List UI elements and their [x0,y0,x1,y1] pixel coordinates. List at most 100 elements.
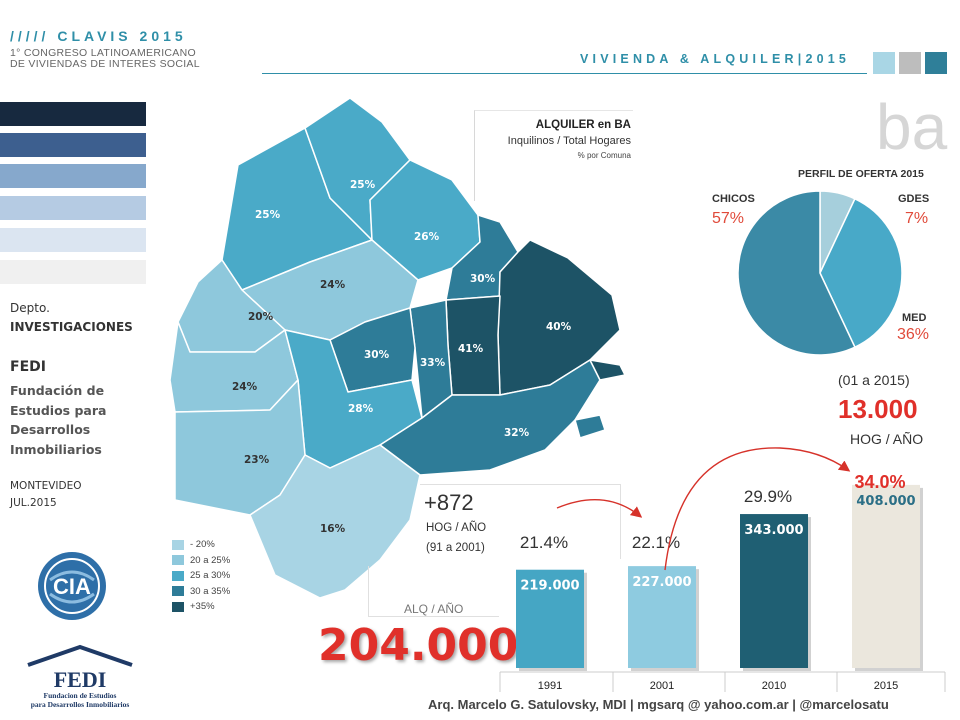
legend-swatch [172,601,184,612]
comuna-label: 20% [248,311,274,323]
pie-slice-med [819,197,903,349]
color-strip-3 [0,164,146,188]
legend-item: - 20% [172,537,230,553]
ba-watermark: ba [876,91,948,163]
place-label: MONTEVIDEO [10,480,82,492]
legend-swatch [172,586,184,597]
map-note: % por Comuna [577,151,631,160]
comuna-label: 25% [255,209,281,221]
bar-share-label: 34.0% [854,472,905,492]
comuna-label: 32% [504,427,530,439]
legend-item: 30 a 35% [172,584,230,600]
fedi-logo-title: FEDI [54,667,107,692]
map-title: ALQUILER en BA [535,119,631,131]
dept-label: Depto. [10,301,50,315]
color-strip-4 [0,196,146,220]
comuna-label: 30% [470,273,496,285]
bar-value-label: 343.000 [744,523,803,538]
port-detail [589,359,626,381]
color-strip-6 [0,260,146,284]
legend-label: 20 a 25% [190,554,231,566]
pie-pct-gdes: 7% [905,210,929,227]
delta-value: +872 [424,490,474,515]
congress-subtitle-line-2: DE VIVIENDAS DE INTERES SOCIAL [10,58,200,70]
bar-category-label: 2001 [650,680,674,692]
fedi-logo: FEDI Fundacion de Estudios para Desarrol… [27,644,133,709]
comuna-label: 41% [458,343,484,355]
value-2015: 13.000 [838,394,918,424]
date-label: JUL.2015 [10,497,57,509]
bar-value-label: 408.000 [856,494,915,509]
pie-cat-gdes: GDES [898,193,930,205]
comuna-label: 25% [350,179,376,191]
congress-title: ///// CLAVIS 2015 [10,28,187,44]
color-strip-2 [0,133,146,157]
comuna-label: 40% [546,321,572,333]
unit-2015: HOG / AÑO [850,431,924,447]
bar-2015 [852,484,920,668]
map-title-box: ALQUILER en BA Inquilinos / Total Hogare… [474,110,633,201]
bar-2010 [740,514,808,668]
bar-category-label: 2010 [762,680,786,692]
bar-2001 [628,566,696,668]
legend-label: +35% [190,601,215,613]
comuna-label: 23% [244,454,270,466]
pie-cat-chicos: CHICOS [712,193,755,205]
legend-swatch [172,539,184,550]
legend-swatch [172,555,184,566]
header-square-gray [899,52,921,74]
alq-box [368,566,499,617]
bar-share-label: 22.1% [632,533,680,552]
bar-value-label: 227.000 [632,575,691,590]
header-divider [262,73,867,74]
color-strip-1 [0,102,146,126]
pie-chart [737,190,903,356]
legend-swatch [172,570,184,581]
comuna-label: 33% [420,357,446,369]
header-square-light [873,52,895,74]
congress-subtitle: 1° CONGRESO LATINOAMERICANO DE VIVIENDAS… [10,48,200,70]
dept-name: INVESTIGACIONES [10,320,133,334]
comuna-label: 30% [364,349,390,361]
footer-credit: Arq. Marcelo G. Satulovsky, MDI | mgsarq… [428,697,889,712]
org-full-line-1: Fundación de [10,383,105,398]
header-square-teal [925,52,947,74]
comuna-label: 24% [320,279,346,291]
bar-share-label: 21.4% [520,533,568,552]
port-detail [574,414,606,439]
map-legend: - 20% 20 a 25% 25 a 30% 30 a 35% +35% [172,537,230,615]
map-subtitle: Inquilinos / Total Hogares [507,135,631,147]
period-2015: (01 a 2015) [838,372,910,388]
bar-share-label: 29.9% [744,487,792,506]
bar-category-label: 2015 [874,680,898,692]
delta-period: (91 a 2001) [426,542,485,554]
growth-arrow [556,498,643,518]
congress-subtitle-line-1: 1° CONGRESO LATINOAMERICANO [10,47,196,59]
comuna-region [249,444,421,599]
org-full-line-3: Desarrollos [10,422,91,437]
comuna-label: 24% [232,381,258,393]
pie-cat-med: MED [902,312,927,324]
legend-label: - 20% [190,539,215,551]
bar-value-label: 219.000 [520,579,579,594]
legend-item: 20 a 25% [172,553,230,569]
org-full-name: Fundación de Estudios para Desarrollos I… [10,381,106,459]
fedi-logo-line-1: Fundacion de Estudios [44,691,117,700]
comuna-label: 28% [348,403,374,415]
color-strip-5 [0,228,146,252]
delta-box [420,484,621,559]
bar-category-label: 1991 [538,680,562,692]
org-full-line-4: Inmobiliarios [10,441,102,457]
legend-item: 25 a 30% [172,568,230,584]
org-full-line-2: Estudios para [10,402,107,418]
bar-1991 [516,569,584,668]
comuna-label: 26% [414,231,440,243]
section-title: VIVIENDA & ALQUILER|2015 [580,52,851,66]
alq-label: ALQ / AÑO [404,602,464,616]
pie-slice-chicos [737,190,856,356]
org-acronym: FEDI [10,359,46,375]
legend-label: 25 a 30% [190,570,231,582]
fedi-logo-line-2: para Desarrollos Inmobiliarios [31,700,130,709]
pie-pct-med: 36% [897,326,930,343]
